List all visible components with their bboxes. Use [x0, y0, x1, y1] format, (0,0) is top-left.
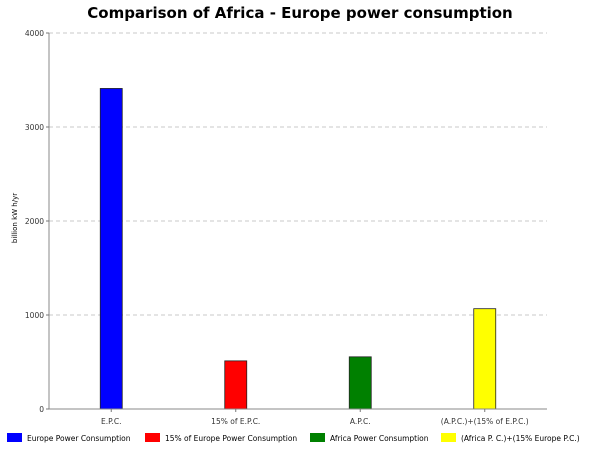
y-tick-label: 2000: [25, 217, 44, 226]
chart-title: Comparison of Africa - Europe power cons…: [87, 4, 513, 22]
y-axis-ticks: 0 1000 2000 3000 4000: [25, 29, 49, 414]
x-tick-label: A.P.C.: [350, 417, 371, 426]
x-tick-label: (A.P.C.)+(15% of E.P.C.): [441, 417, 529, 426]
y-tick-label: 4000: [25, 29, 44, 38]
x-tick-label: 15% of E.P.C.: [211, 417, 260, 426]
grid-lines: [49, 32, 547, 316]
bar-3: [348, 356, 372, 410]
y-axis-label: billion kW h/yr: [11, 193, 19, 243]
legend-swatch: [441, 433, 456, 442]
legend-swatch: [145, 433, 160, 442]
legend-label: (Africa P. C.)+(15% Europe P.C.): [461, 434, 580, 443]
legend-swatch: [7, 433, 22, 442]
y-tick-label: 1000: [25, 311, 44, 320]
legend-label: 15% of Europe Power Consumption: [165, 434, 297, 443]
y-tick-label: 3000: [25, 123, 44, 132]
bar-4: [473, 308, 497, 410]
legend-label: Africa Power Consumption: [330, 434, 429, 443]
legend-label: Europe Power Consumption: [27, 434, 131, 443]
x-axis-ticks: E.P.C. 15% of E.P.C. A.P.C. (A.P.C.)+(15% o…: [101, 409, 529, 426]
y-tick-label: 0: [39, 405, 44, 414]
x-tick-label: E.P.C.: [101, 417, 121, 426]
legend: Europe Power Consumption 15% of Europe Po…: [7, 433, 580, 443]
bar-2: [224, 360, 248, 410]
bar-1: [99, 88, 123, 410]
bars: [99, 88, 497, 410]
legend-swatch: [310, 433, 325, 442]
